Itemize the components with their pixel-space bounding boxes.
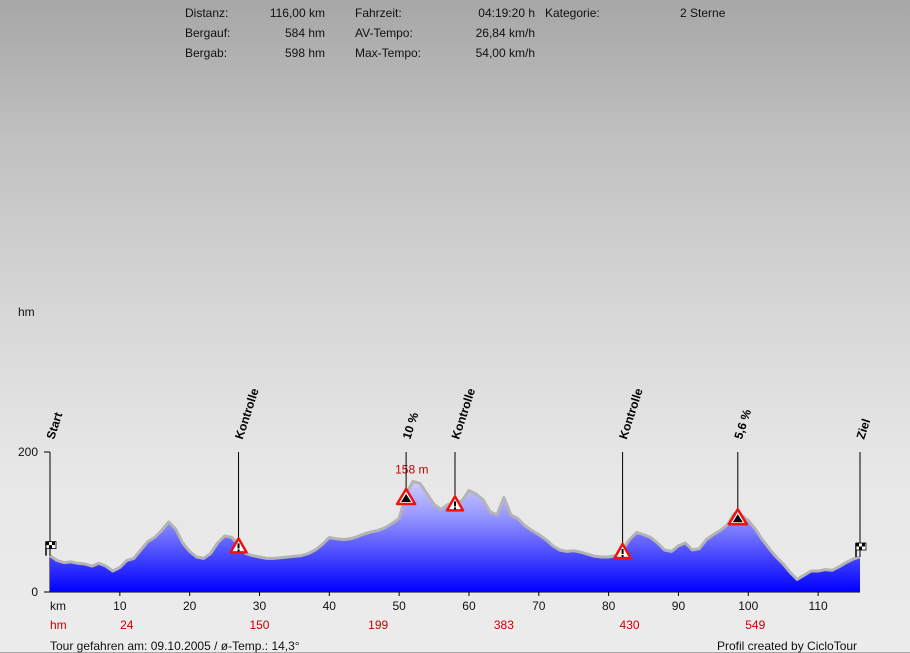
marker-label: Kontrolle bbox=[232, 386, 262, 441]
warning-icon bbox=[613, 542, 632, 560]
cumulative-climb-value: 549 bbox=[745, 618, 765, 632]
kategorie-label: Kategorie: bbox=[545, 6, 600, 20]
marker-label: 10 % bbox=[400, 410, 422, 441]
marker-kontrolle: Kontrolle bbox=[613, 386, 646, 560]
warning-icon bbox=[229, 537, 248, 554]
footer-tour-info: Tour gefahren am: 09.10.2005 / ø-Temp.: … bbox=[50, 639, 300, 653]
bergab-label: Bergab: bbox=[185, 46, 228, 60]
cumulative-climb-value: 150 bbox=[249, 618, 269, 632]
cumulative-climb-value: 383 bbox=[494, 618, 514, 632]
x-tick-label: 70 bbox=[532, 599, 546, 613]
cumulative-climb-value: 430 bbox=[620, 618, 640, 632]
warning-icon bbox=[445, 495, 465, 512]
distanz-value: 116,00 km bbox=[269, 6, 325, 20]
marker-5-6-: 5,6 % bbox=[727, 407, 754, 526]
y-tick-label: 200 bbox=[18, 445, 38, 459]
finish-flag-icon bbox=[855, 542, 867, 557]
x-tick-label: 90 bbox=[672, 599, 686, 613]
peak-annotation: 158 m bbox=[395, 462, 428, 476]
bergab-value: 598 hm bbox=[284, 46, 325, 60]
bergauf-label: Bergauf: bbox=[185, 26, 231, 40]
x-tick-label: 110 bbox=[809, 599, 828, 613]
marker-label: Start bbox=[44, 411, 66, 441]
x-tick-label: 80 bbox=[602, 599, 616, 613]
bergauf-value: 584 hm bbox=[284, 26, 325, 40]
maxtempo-label: Max-Tempo: bbox=[355, 46, 422, 60]
kategorie-value: 2 Sterne bbox=[680, 6, 726, 20]
cumulative-climb-value: 24 bbox=[120, 618, 134, 632]
distanz-label: Distanz: bbox=[185, 6, 229, 20]
x-tick-label: 40 bbox=[323, 599, 337, 613]
marker-label: Ziel bbox=[854, 417, 874, 441]
maxtempo-value: 54,00 km/h bbox=[475, 46, 535, 60]
fahrzeit-value: 04:19:20 h bbox=[478, 6, 535, 20]
climb-icon bbox=[727, 508, 749, 526]
fahrzeit-label: Fahrzeit: bbox=[355, 6, 402, 20]
footer-credit: Profil created by CicloTour bbox=[717, 639, 858, 653]
x-tick-label: 30 bbox=[253, 599, 267, 613]
x-axis-label: km bbox=[50, 599, 66, 613]
cumulative-climb-value: 199 bbox=[368, 618, 388, 632]
elevation-area bbox=[50, 481, 860, 592]
marker-start: Start bbox=[44, 411, 66, 556]
x-tick-label: 50 bbox=[392, 599, 406, 613]
start-flag-icon bbox=[45, 541, 57, 556]
cumulative-climb-label: hm bbox=[50, 618, 67, 632]
x-tick-label: 100 bbox=[738, 599, 758, 613]
avtempo-label: AV-Tempo: bbox=[355, 26, 413, 40]
marker-label: Kontrolle bbox=[616, 386, 646, 441]
marker-kontrolle: Kontrolle bbox=[229, 386, 262, 554]
marker-label: Kontrolle bbox=[449, 386, 479, 441]
x-tick-label: 10 bbox=[113, 599, 127, 613]
avtempo-value: 26,84 km/h bbox=[475, 26, 535, 40]
marker-label: 5,6 % bbox=[731, 407, 754, 441]
y-axis-label: hm bbox=[18, 305, 35, 319]
x-tick-label: 60 bbox=[462, 599, 476, 613]
marker-ziel: Ziel bbox=[854, 417, 874, 557]
y-tick-label: 0 bbox=[31, 585, 38, 599]
x-tick-label: 20 bbox=[183, 599, 197, 613]
climb-icon bbox=[395, 487, 417, 506]
